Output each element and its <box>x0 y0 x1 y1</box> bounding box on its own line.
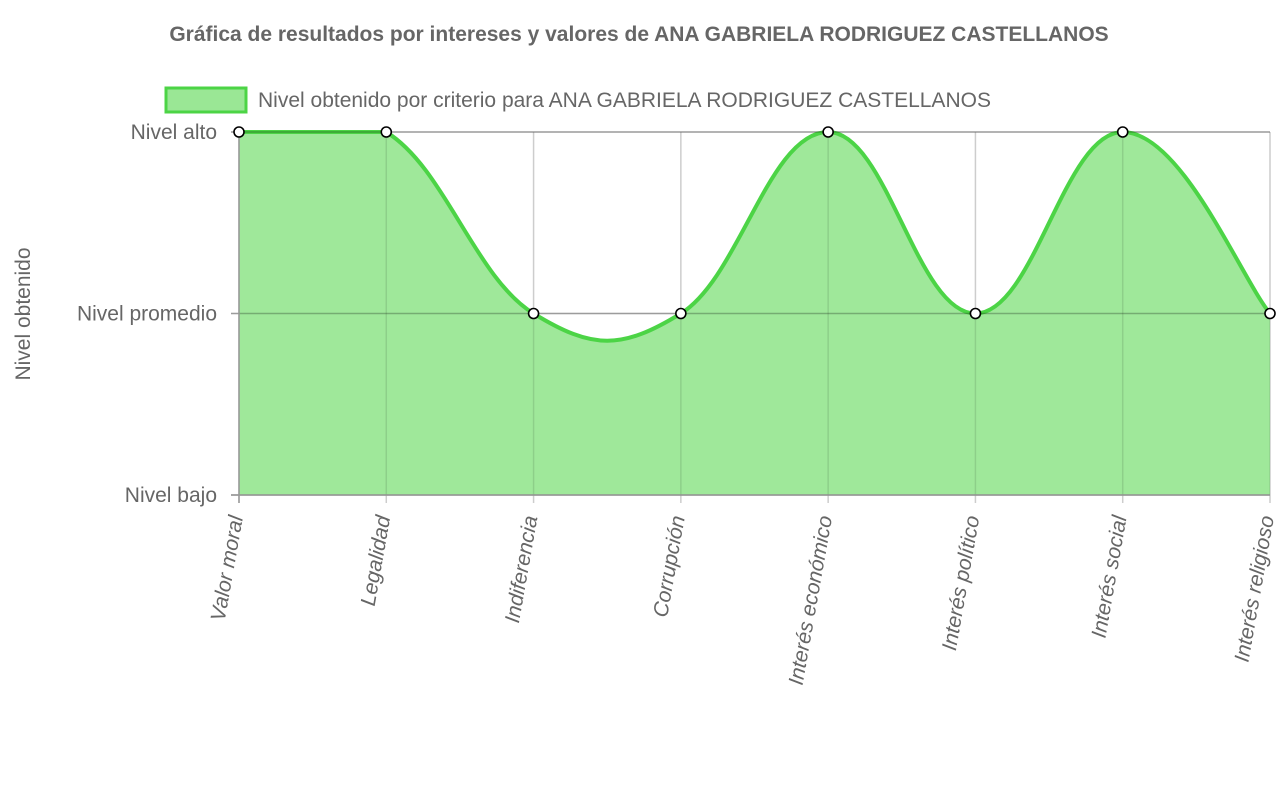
data-point[interactable] <box>675 307 687 320</box>
x-tick-label: Interés político <box>938 514 984 653</box>
y-axis-title: Nivel obtenido <box>12 247 35 380</box>
x-tick-label: Legalidad <box>357 513 396 608</box>
y-tick-label: Nivel alto <box>131 121 217 144</box>
legend-label: Nivel obtenido por criterio para ANA GAB… <box>258 89 991 112</box>
data-area <box>239 130 1272 495</box>
legend-swatch <box>164 86 248 114</box>
x-tick-label: Interés económico <box>785 514 838 687</box>
x-tick-label: Interés religioso <box>1231 514 1278 664</box>
data-point[interactable] <box>380 126 393 138</box>
legend[interactable]: Nivel obtenido por criterio para ANA GAB… <box>164 86 991 114</box>
axes <box>231 131 1271 503</box>
data-point[interactable] <box>527 307 540 320</box>
data-point[interactable] <box>1264 307 1276 320</box>
y-tick-label: Nivel promedio <box>77 303 217 326</box>
x-tick-label: Interés social <box>1088 513 1132 640</box>
data-point[interactable] <box>1116 126 1129 138</box>
data-points <box>233 126 1276 320</box>
data-point[interactable] <box>969 307 982 320</box>
chart-title: Gráfica de resultados por intereses y va… <box>169 23 1108 46</box>
data-point[interactable] <box>233 126 245 138</box>
series-area <box>239 132 1270 495</box>
x-tick-label: Corrupción <box>649 514 689 619</box>
x-tick-label: Valor moral <box>207 513 248 623</box>
y-tick-label: Nivel bajo <box>125 484 217 507</box>
x-axis-ticks: Valor moral Legalidad Indiferencia Corrupci… <box>207 513 1278 687</box>
data-point[interactable] <box>822 126 834 138</box>
series-line <box>239 130 1272 343</box>
x-tick-label: Indiferencia <box>501 514 543 625</box>
y-axis-ticks: Nivel bajo Nivel promedio Nivel alto <box>77 121 217 507</box>
